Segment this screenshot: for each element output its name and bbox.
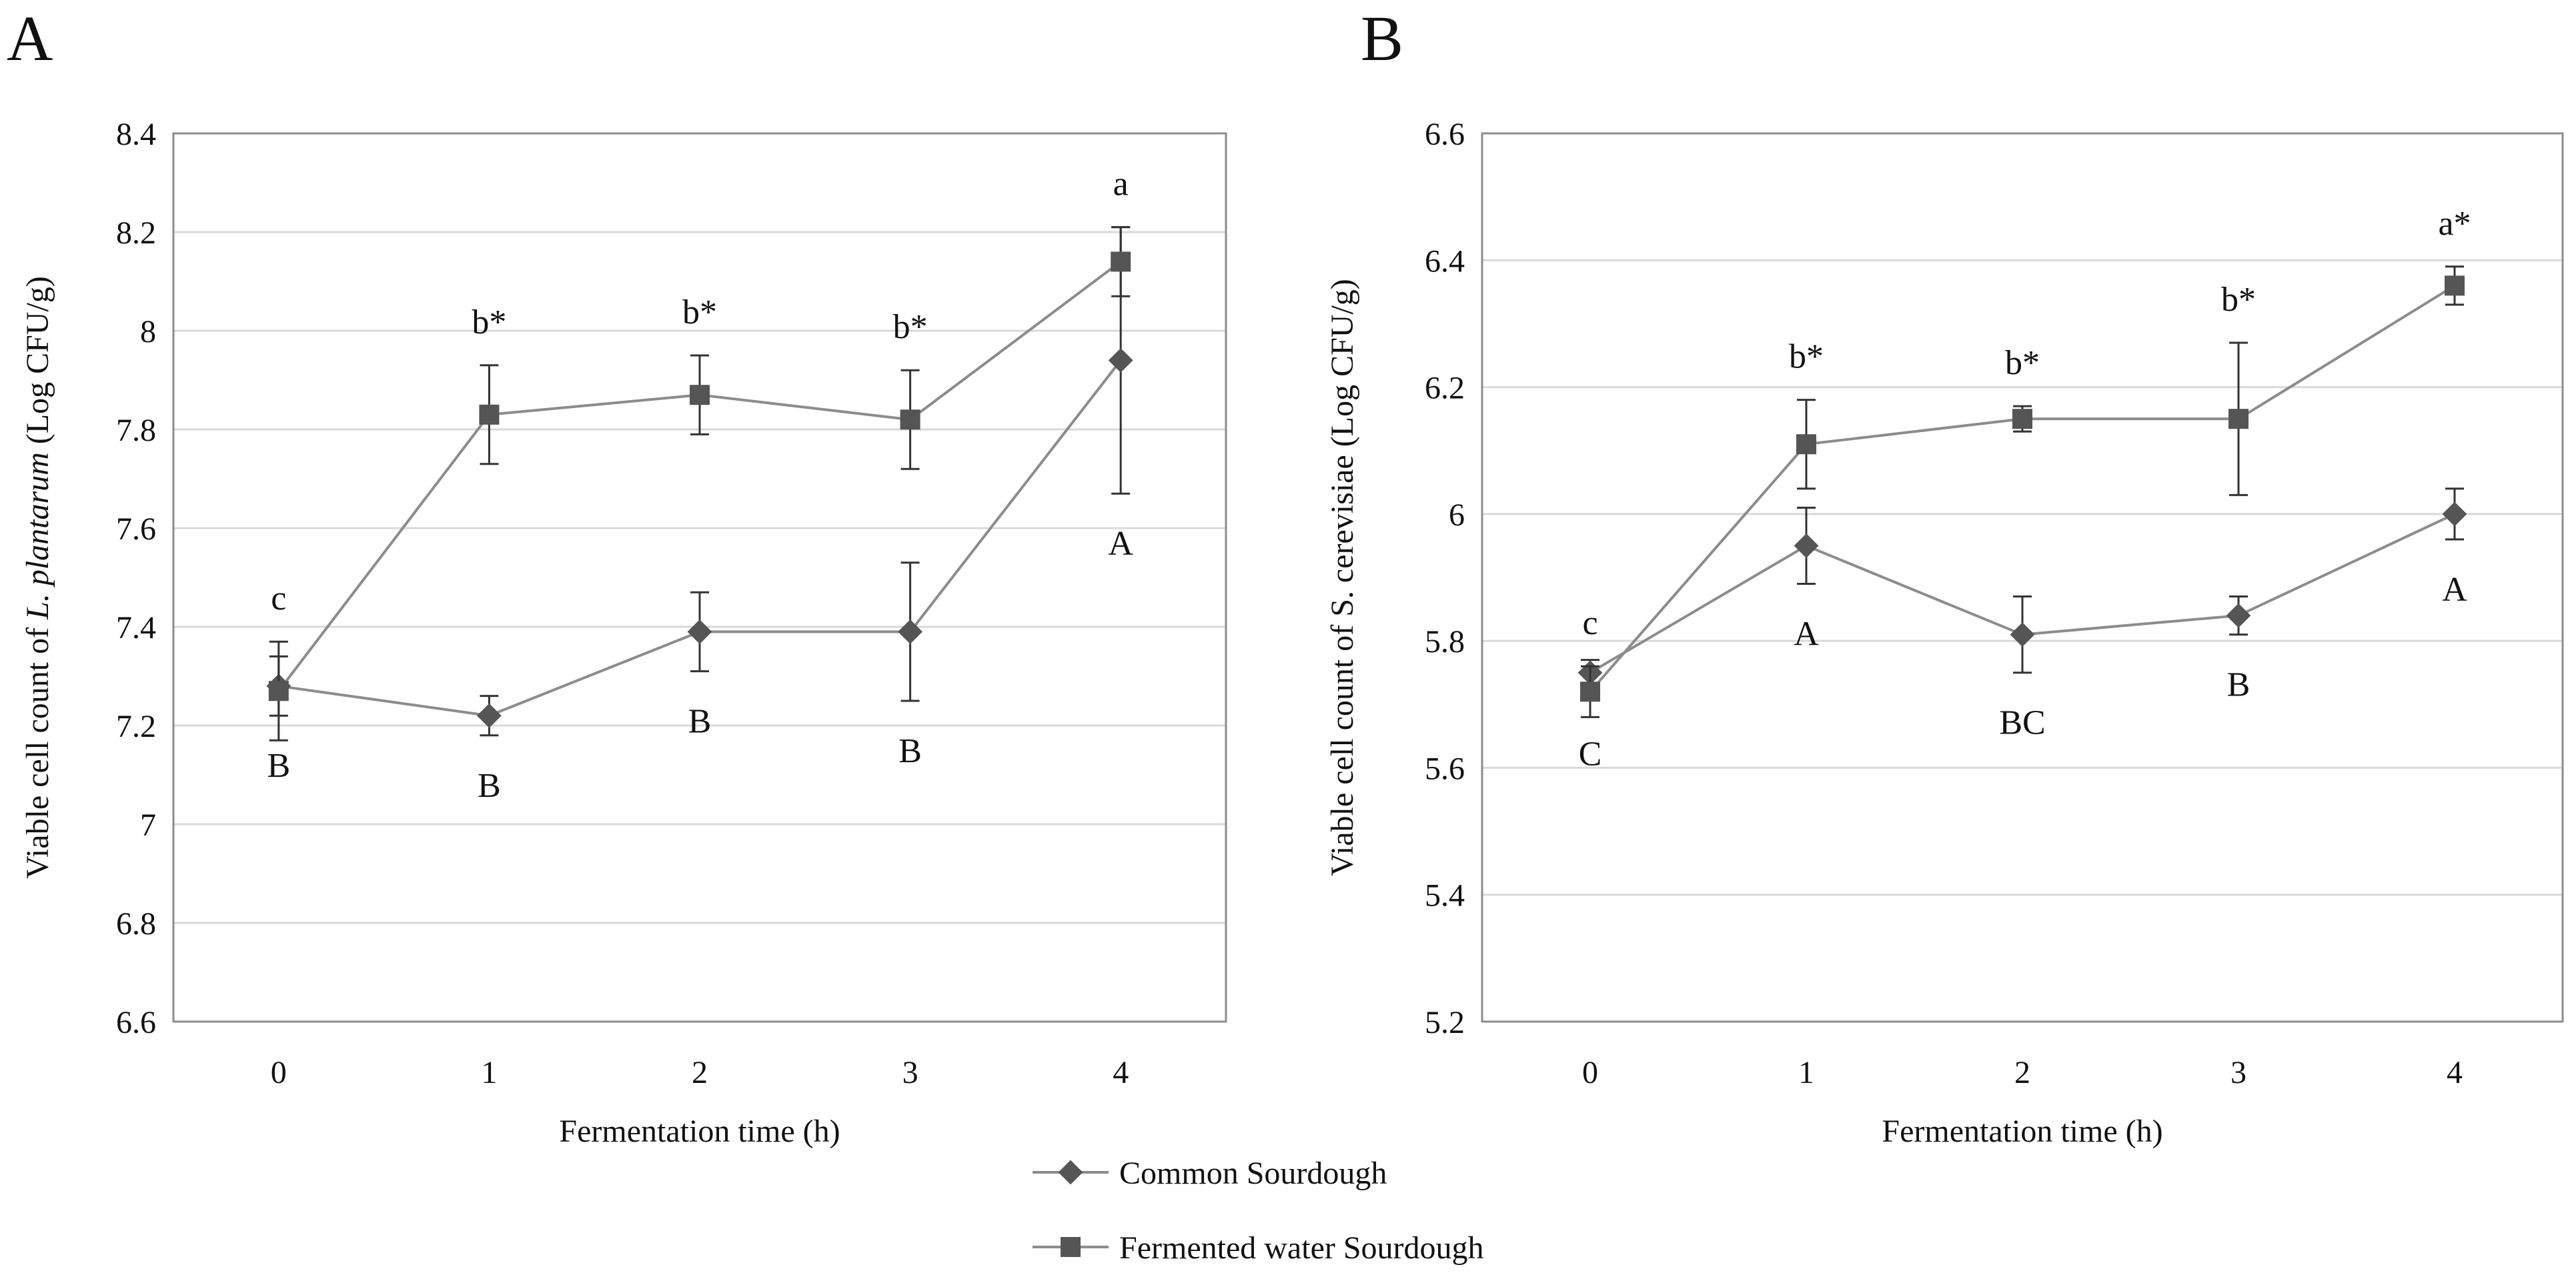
data-label: c bbox=[271, 579, 286, 617]
data-label: b* bbox=[1789, 338, 1824, 376]
data-point-square bbox=[268, 681, 289, 702]
legend: Common Sourdough Fermented water Sourdou… bbox=[1033, 1156, 1484, 1266]
y-tick-label: 7.4 bbox=[116, 610, 156, 646]
y-tick-label: 5.4 bbox=[1425, 878, 1465, 914]
data-label: b* bbox=[2221, 281, 2256, 319]
data-point-diamond bbox=[687, 619, 712, 644]
y-tick-label: 6.6 bbox=[1425, 117, 1465, 152]
data-label: B bbox=[478, 767, 501, 805]
legend-label-fermented: Fermented water Sourdough bbox=[1119, 1230, 1484, 1266]
y-axis-label-species: L. plantarum bbox=[20, 452, 55, 620]
data-label: A bbox=[1108, 525, 1133, 563]
data-point-square bbox=[900, 409, 920, 430]
y-tick-label: 6.4 bbox=[1425, 243, 1465, 279]
data-label: B bbox=[2227, 666, 2250, 704]
y-axis-label-unit: (Log CFU/g) bbox=[1325, 279, 1360, 455]
panel-label-a: A bbox=[7, 3, 53, 74]
y-tick-label: 6.8 bbox=[116, 906, 156, 942]
y-tick-label: 5.2 bbox=[1425, 1005, 1465, 1040]
x-tick-label: 1 bbox=[1798, 1055, 1814, 1090]
y-tick-label: 5.8 bbox=[1425, 624, 1465, 660]
y-tick-label: 7 bbox=[140, 808, 156, 843]
data-point-square bbox=[690, 385, 710, 405]
data-point-diamond bbox=[2442, 501, 2467, 527]
x-tick-label: 2 bbox=[692, 1055, 708, 1090]
y-tick-label: 7.6 bbox=[116, 511, 156, 547]
data-label: A bbox=[2442, 571, 2467, 609]
data-label: b* bbox=[682, 293, 717, 331]
y-axis-label-part: Viable cell count of S. cerevisiae bbox=[1325, 455, 1360, 876]
data-label: BC bbox=[1999, 704, 2045, 742]
data-label: b* bbox=[2005, 344, 2040, 382]
data-label: B bbox=[898, 732, 922, 770]
data-point-square bbox=[1580, 682, 1600, 702]
data-point-square bbox=[1111, 251, 1131, 272]
data-point-diamond bbox=[1794, 533, 1819, 558]
x-tick-label: 1 bbox=[481, 1055, 497, 1090]
legend-marker-common-diamond bbox=[1058, 1160, 1083, 1185]
data-label: b* bbox=[893, 308, 928, 346]
plot-area-border bbox=[172, 132, 1227, 1023]
data-point-square bbox=[2445, 275, 2465, 296]
y-axis-label-part: Viable cell count of bbox=[20, 619, 55, 879]
y-axis-label: Viable cell count of S. cerevisiae (Log … bbox=[1325, 279, 1360, 876]
data-point-diamond bbox=[1108, 348, 1133, 373]
x-axis-label: Fermentation time (h) bbox=[559, 1114, 840, 1149]
data-label: B bbox=[688, 703, 712, 741]
x-tick-label: 0 bbox=[1582, 1055, 1598, 1090]
y-tick-label: 8.4 bbox=[116, 117, 156, 152]
data-point-diamond bbox=[477, 703, 502, 728]
data-label: b* bbox=[472, 303, 506, 341]
data-point-square bbox=[479, 404, 500, 425]
panel-label-b: B bbox=[1361, 3, 1403, 74]
y-tick-label: 8 bbox=[140, 314, 156, 349]
x-tick-label: 4 bbox=[2447, 1055, 2463, 1090]
y-tick-label: 6.6 bbox=[116, 1005, 156, 1040]
data-label: a* bbox=[2438, 205, 2471, 243]
y-tick-label: 6.2 bbox=[1425, 371, 1465, 406]
data-point-diamond bbox=[2226, 603, 2251, 628]
data-label: B bbox=[267, 747, 290, 785]
x-axis-label: Fermentation time (h) bbox=[1882, 1114, 2162, 1149]
y-tick-label: 7.8 bbox=[116, 413, 156, 448]
x-tick-label: 4 bbox=[1113, 1055, 1129, 1090]
legend-label-common: Common Sourdough bbox=[1119, 1156, 1387, 1191]
x-tick-label: 2 bbox=[2014, 1055, 2030, 1090]
data-point-diamond bbox=[898, 619, 922, 644]
plot-area-border bbox=[1481, 132, 2564, 1023]
data-point-square bbox=[2228, 409, 2248, 429]
y-tick-label: 5.6 bbox=[1425, 751, 1465, 786]
y-axis-label-unit: (Log CFU/g) bbox=[20, 276, 55, 452]
data-label: A bbox=[1794, 615, 1819, 654]
x-tick-label: 3 bbox=[2230, 1055, 2246, 1090]
legend-marker-fermented-square bbox=[1061, 1237, 1081, 1257]
y-axis-label: Viable cell count of L. plantarum (Log C… bbox=[20, 276, 55, 879]
y-tick-label: 7.2 bbox=[116, 709, 156, 744]
data-label: c bbox=[1582, 604, 1597, 642]
x-tick-label: 3 bbox=[902, 1055, 918, 1090]
data-point-diamond bbox=[2010, 622, 2035, 648]
panel-a-chart: A 6.6 6.8 7 7.2 7.4 7.6 7.8 8 8.2 8.4 0 1 2 3 4 Fermenta… bbox=[7, 3, 1227, 1149]
x-tick-label: 0 bbox=[271, 1055, 287, 1090]
y-tick-label: 6 bbox=[1449, 497, 1465, 533]
data-point-square bbox=[1796, 434, 1816, 455]
panel-b-chart: B 5.2 5.4 5.6 5.8 6 6.2 6.4 6.6 0 1 2 3 4 Fermentation… bbox=[1325, 3, 2564, 1149]
data-label: a bbox=[1113, 165, 1129, 203]
data-label: C bbox=[1579, 736, 1602, 774]
data-point-square bbox=[2012, 409, 2032, 429]
y-tick-label: 8.2 bbox=[116, 215, 156, 251]
